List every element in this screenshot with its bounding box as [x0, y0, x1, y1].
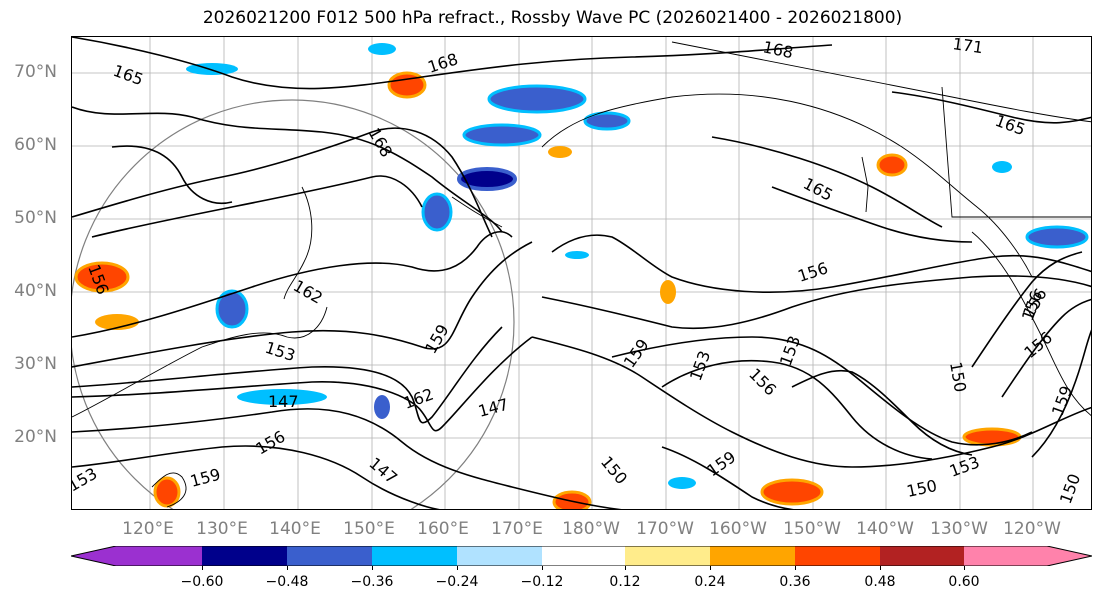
colorbar	[71, 546, 1092, 566]
colorbar-tickmark	[710, 566, 711, 570]
lon-label-150w: 150°W	[783, 519, 841, 539]
lon-label-170e: 170°E	[491, 519, 543, 539]
colorbar-tick-label: 0.36	[779, 574, 811, 590]
contour-label: 156	[795, 258, 830, 286]
lat-label-40n: 40°N	[14, 281, 57, 301]
contour-label: 165	[111, 61, 146, 89]
contour-label: 150	[1056, 471, 1084, 506]
lon-label-120e: 120°E	[122, 519, 174, 539]
graticule	[72, 37, 1091, 509]
colorbar-cell	[880, 546, 964, 566]
contour-label: 159	[1048, 383, 1076, 418]
lon-label-170w: 170°W	[636, 519, 694, 539]
contour-label: 156	[253, 427, 289, 459]
colorbar-tick-label: 0.12	[609, 574, 641, 590]
colorbar-tickmark	[625, 566, 626, 570]
colorbar-cell	[964, 546, 1092, 566]
contour-label: 147	[268, 392, 299, 411]
contour-label: 171	[951, 37, 984, 57]
colorbar-tick-label: −0.48	[265, 574, 309, 590]
colorbar-tickmark	[202, 566, 203, 570]
colorbar-cell	[710, 546, 795, 566]
contour-label: 153	[263, 338, 298, 366]
contour-label: 153	[776, 333, 804, 368]
colorbar-cell	[625, 546, 710, 566]
contour-label: 165	[993, 111, 1028, 139]
colorbar-cell	[457, 546, 542, 566]
contour-label: 159	[188, 465, 222, 491]
contour-label: 153	[686, 348, 714, 383]
shaded-anomalies	[74, 43, 1089, 509]
contour-label: 162	[290, 276, 326, 308]
map-svg: 168 171 165 168 165 168 165 156 156 162 …	[72, 37, 1091, 509]
lon-label-140e: 140°E	[269, 519, 321, 539]
colorbar-tickmark	[964, 566, 965, 570]
lon-label-180w: 180°W	[562, 519, 620, 539]
contour-label: 150	[946, 360, 970, 393]
lon-label-140w: 140°W	[856, 519, 914, 539]
region-circle	[72, 99, 515, 509]
colorbar-tickmark	[542, 566, 543, 570]
colorbar-tick-label: −0.60	[180, 574, 224, 590]
lon-label-130e: 130°E	[196, 519, 248, 539]
contour-label: 159	[703, 447, 739, 480]
lat-label-70n: 70°N	[14, 62, 57, 82]
lat-label-50n: 50°N	[14, 208, 57, 228]
contour-label: 156	[745, 364, 780, 399]
title-area: 2026021200 F012 500 hPa refract., Rossby…	[0, 0, 1105, 34]
colorbar-cell	[372, 546, 457, 566]
colorbar-tick-label: −0.12	[520, 574, 564, 590]
colorbar-cell	[795, 546, 880, 566]
lat-label-20n: 20°N	[14, 427, 57, 447]
lon-label-160w: 160°W	[709, 519, 767, 539]
lon-label-120w: 120°W	[1003, 519, 1061, 539]
contour-label: 150	[597, 452, 631, 488]
lon-label-160e: 160°E	[417, 519, 469, 539]
colorbar-tick-label: −0.24	[435, 574, 479, 590]
colorbar-tick-label: 0.60	[948, 574, 980, 590]
colorbar-tickmark	[287, 566, 288, 570]
colorbar-tickmark	[457, 566, 458, 570]
lon-label-150e: 150°E	[343, 519, 395, 539]
map-panel: 168 171 165 168 165 168 165 156 156 162 …	[71, 36, 1092, 510]
contour-label: 159	[620, 335, 653, 371]
contour-label: 150	[905, 476, 939, 501]
contour-label: 159	[421, 321, 453, 357]
lat-label-30n: 30°N	[14, 354, 57, 374]
colorbar-cell	[287, 546, 372, 566]
colorbar-tick-label: −0.36	[350, 574, 394, 590]
colorbar-tick-label: 0.48	[864, 574, 896, 590]
colorbar-tick-label: 0.24	[694, 574, 726, 590]
lat-label-60n: 60°N	[14, 135, 57, 155]
contour-label: 156	[1020, 328, 1056, 362]
colorbar-cell	[71, 546, 202, 566]
contour-label: 153	[72, 464, 100, 496]
contour-lines	[72, 37, 1091, 509]
colorbar-tickmark	[372, 566, 373, 570]
colorbar-tickmark	[795, 566, 796, 570]
contour-label: 147	[476, 395, 510, 421]
colorbar-cell	[542, 546, 625, 566]
contour-label: 168	[761, 37, 795, 62]
map-title: 2026021200 F012 500 hPa refract., Rossby…	[202, 8, 903, 28]
lon-label-130w: 130°W	[930, 519, 988, 539]
colorbar-tickmark	[880, 566, 881, 570]
colorbar-cell	[202, 546, 287, 566]
